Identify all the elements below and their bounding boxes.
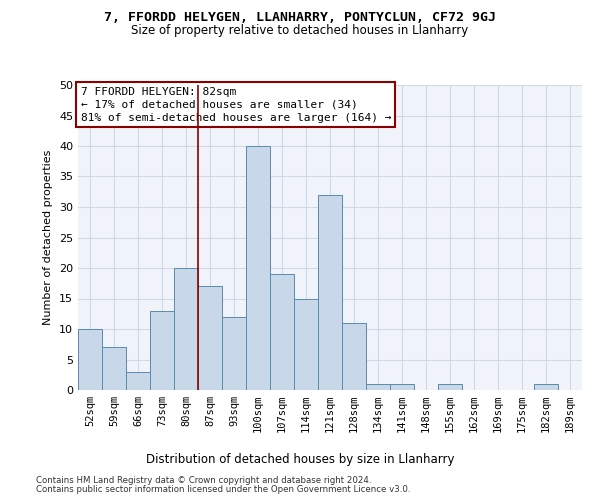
Bar — [342, 323, 366, 390]
Bar — [438, 384, 462, 390]
Bar — [390, 384, 414, 390]
Text: Distribution of detached houses by size in Llanharry: Distribution of detached houses by size … — [146, 452, 454, 466]
Bar — [318, 195, 342, 390]
Bar — [534, 384, 558, 390]
Text: Contains HM Land Registry data © Crown copyright and database right 2024.: Contains HM Land Registry data © Crown c… — [36, 476, 371, 485]
Bar — [150, 310, 174, 390]
Bar — [270, 274, 294, 390]
Bar — [222, 317, 246, 390]
Bar — [126, 372, 150, 390]
Text: 7 FFORDD HELYGEN: 82sqm
← 17% of detached houses are smaller (34)
81% of semi-de: 7 FFORDD HELYGEN: 82sqm ← 17% of detache… — [80, 86, 391, 123]
Bar — [246, 146, 270, 390]
Bar — [198, 286, 222, 390]
Text: Size of property relative to detached houses in Llanharry: Size of property relative to detached ho… — [131, 24, 469, 37]
Y-axis label: Number of detached properties: Number of detached properties — [43, 150, 53, 325]
Text: 7, FFORDD HELYGEN, LLANHARRY, PONTYCLUN, CF72 9GJ: 7, FFORDD HELYGEN, LLANHARRY, PONTYCLUN,… — [104, 11, 496, 24]
Bar — [366, 384, 390, 390]
Bar — [78, 329, 102, 390]
Bar — [294, 298, 318, 390]
Text: Contains public sector information licensed under the Open Government Licence v3: Contains public sector information licen… — [36, 485, 410, 494]
Bar — [102, 348, 126, 390]
Bar — [174, 268, 198, 390]
